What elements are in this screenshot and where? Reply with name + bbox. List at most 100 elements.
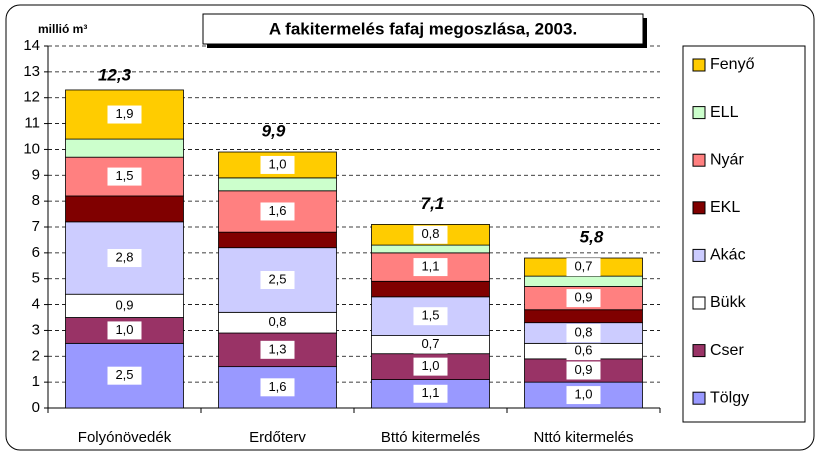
label-box <box>566 258 601 277</box>
x-tick-label: Folyónövedék <box>78 429 172 446</box>
bar-segment <box>65 195 184 223</box>
bar-segment <box>65 138 184 158</box>
label-box <box>566 342 601 361</box>
label-box <box>413 307 448 326</box>
data-label: 0,7 <box>574 259 592 274</box>
data-label: 1,0 <box>115 322 133 337</box>
total-label: 7,1 <box>421 194 445 213</box>
data-label: 1,6 <box>268 203 286 218</box>
y-tick-label: 14 <box>23 37 40 54</box>
total-label: 12,3 <box>98 65 132 84</box>
bar-segment <box>371 244 490 254</box>
y-tick-label: 8 <box>32 192 40 209</box>
label-box <box>413 335 448 354</box>
data-label: 1,5 <box>421 308 439 323</box>
data-label: 0,7 <box>421 336 439 351</box>
legend-swatch <box>692 106 706 120</box>
bar-segment <box>524 309 643 324</box>
bar-segment <box>524 275 643 287</box>
y-tick-label: 11 <box>24 115 40 132</box>
data-label: 2,8 <box>115 249 133 264</box>
x-tick-label: Nttó kitermelés <box>533 429 633 446</box>
y-tick-label: 6 <box>32 244 40 261</box>
legend-swatch <box>692 201 706 215</box>
label-box <box>107 167 142 186</box>
chart-title: A fakitermelés fafaj megoszlása, 2003. <box>269 19 577 38</box>
legend-swatch <box>692 153 706 167</box>
data-label: 1,1 <box>421 259 439 274</box>
total-label: 9,9 <box>262 121 286 140</box>
legend-box <box>682 45 806 423</box>
label-box <box>413 225 448 244</box>
y-tick-label: 0 <box>32 399 40 416</box>
data-label: 1,0 <box>421 358 439 373</box>
data-label: 0,8 <box>421 226 439 241</box>
label-box <box>260 271 295 290</box>
legend-swatch <box>692 248 706 262</box>
label-box <box>260 340 295 359</box>
title-box <box>202 13 644 45</box>
bar-segment <box>218 231 337 249</box>
data-label: 0,6 <box>574 343 592 358</box>
legend-swatch <box>692 296 706 310</box>
legend-label: Nyár <box>710 151 744 168</box>
label-box <box>107 105 142 124</box>
label-box <box>566 386 601 405</box>
data-label: 1,6 <box>268 379 286 394</box>
label-box <box>107 366 142 385</box>
label-box <box>413 258 448 277</box>
bar-segment <box>371 280 490 298</box>
data-label: 0,9 <box>574 290 592 305</box>
x-tick-label: Erdőterv <box>249 429 306 446</box>
y-tick-label: 1 <box>32 373 40 390</box>
label-box <box>413 384 448 403</box>
y-tick-label: 12 <box>23 89 40 106</box>
data-label: 1,0 <box>268 156 286 171</box>
label-box <box>107 249 142 268</box>
legend-label: Fenyő <box>710 56 755 73</box>
data-label: 0,9 <box>574 362 592 377</box>
data-label: 2,5 <box>268 271 286 286</box>
y-tick-label: 7 <box>32 218 40 235</box>
legend-label: EKL <box>710 199 740 216</box>
y-tick-label: 13 <box>23 63 40 80</box>
label-box <box>413 357 448 376</box>
label-box <box>566 324 601 343</box>
label-box <box>260 378 295 397</box>
legend-swatch <box>692 391 706 405</box>
y-tick-label: 4 <box>32 296 40 313</box>
bar-segment <box>371 379 490 409</box>
label-box <box>260 202 295 221</box>
legend-label: ELL <box>710 104 739 121</box>
y-tick-label: 10 <box>23 140 40 157</box>
data-label: 1,9 <box>115 106 133 121</box>
data-label: 1,1 <box>421 385 439 400</box>
y-axis-label: millió m³ <box>38 22 87 36</box>
y-tick-label: 9 <box>32 166 40 183</box>
legend-swatch <box>692 58 706 72</box>
data-label: 2,5 <box>115 367 133 382</box>
legend-swatch <box>692 344 706 358</box>
data-label: 0,9 <box>115 297 133 312</box>
data-label: 1,3 <box>268 341 286 356</box>
data-label: 1,5 <box>115 168 133 183</box>
data-label: 0,8 <box>268 314 286 329</box>
x-tick-label: Bttó kitermelés <box>381 429 480 446</box>
legend-label: Cser <box>710 342 744 359</box>
y-tick-label: 5 <box>32 270 40 287</box>
label-box <box>260 313 295 332</box>
data-label: 1,0 <box>574 387 592 402</box>
label-box <box>260 155 295 174</box>
y-tick-label: 2 <box>32 347 40 364</box>
y-tick-label: 3 <box>32 321 40 338</box>
label-box <box>107 321 142 340</box>
label-box <box>566 289 601 308</box>
label-box <box>566 361 601 380</box>
data-label: 0,8 <box>574 324 592 339</box>
legend-label: Bükk <box>710 294 747 311</box>
bar-segment <box>218 177 337 192</box>
total-label: 5,8 <box>580 228 604 247</box>
legend-label: Akác <box>710 247 746 264</box>
label-box <box>107 296 142 315</box>
